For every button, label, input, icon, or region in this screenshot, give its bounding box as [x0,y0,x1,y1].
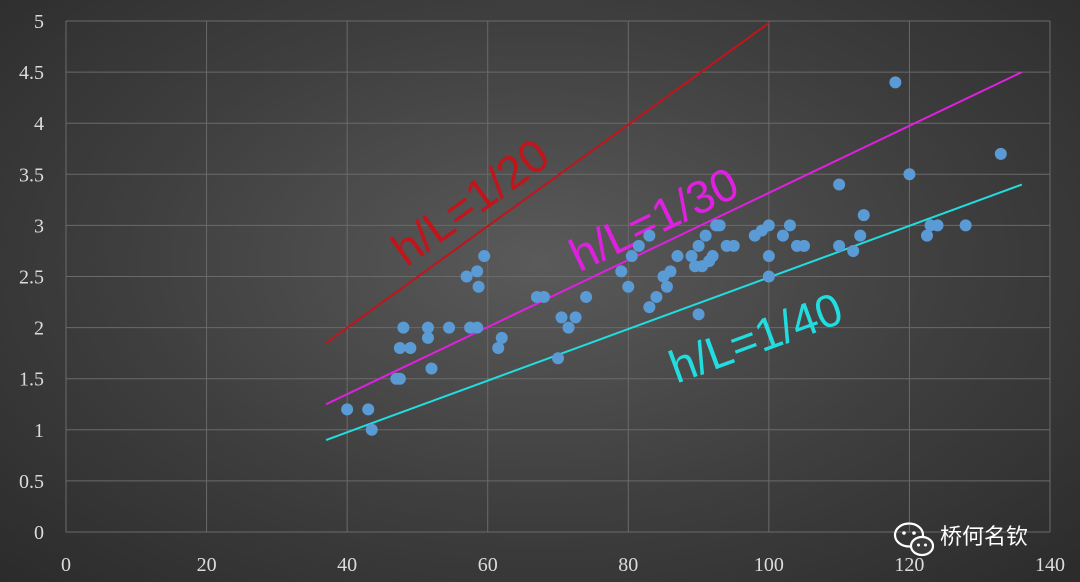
data-point [931,219,944,232]
grid [65,20,1051,533]
data-point [713,219,726,232]
data-point [443,321,456,334]
data-point [421,331,434,344]
data-point [492,342,505,355]
data-point [762,270,775,283]
x-tick-label: 120 [894,554,924,576]
data-point [362,403,375,416]
data-point [903,168,916,181]
y-tick-label: 0.5 [19,471,44,493]
y-tick-label: 2.5 [19,267,44,289]
data-point [643,301,656,314]
reference-line [325,183,1023,441]
y-tick-label: 5 [34,11,44,33]
data-point [643,229,656,242]
data-point [671,250,684,263]
data-point [994,147,1007,160]
y-tick-label: 1.5 [19,369,44,391]
data-point [495,331,508,344]
data-point [425,362,438,375]
data-point [847,244,860,257]
data-point [798,239,810,252]
data-point [776,229,789,242]
data-point [622,280,635,293]
data-point [959,219,972,232]
data-point [615,265,628,278]
data-point [706,250,719,263]
reference-line [325,22,770,344]
data-point [625,250,638,263]
reference-line-label: h/L=1/20 [382,128,559,276]
x-tick-label: 100 [754,554,784,576]
data-point [404,342,417,355]
data-points [341,76,1007,436]
data-point [460,270,473,283]
data-point [393,372,406,385]
data-point [692,308,705,321]
y-tick-label: 1 [34,420,44,442]
data-point [833,239,846,252]
data-point [471,265,484,278]
data-point [699,229,712,242]
x-tick-label: 20 [197,554,217,576]
data-point [397,321,410,334]
data-point [562,321,575,334]
y-tick-label: 4.5 [19,62,44,84]
x-tick-label: 0 [61,554,71,576]
watermark: 桥何名钦 [893,522,1028,557]
data-point [421,321,434,334]
data-point [692,239,705,252]
data-point [365,423,378,436]
data-point [552,352,564,365]
data-point [727,239,740,252]
data-point [478,250,491,263]
y-tick-label: 4 [34,113,44,135]
data-point [685,250,698,263]
data-point [857,209,870,222]
data-point [471,321,484,334]
data-point [762,219,775,232]
data-point [889,76,902,89]
data-point [537,290,550,303]
y-tick-label: 2 [34,318,44,340]
data-point [921,229,933,242]
data-point [650,290,663,303]
axis-ticks: 0 20 40 60 80 100 120 140 0 0.5 1 1.5 2 2.5 3 3.5 4 4.5 5 [19,11,1065,576]
watermark-text: 桥何名钦 [940,525,1028,550]
data-point [660,280,673,293]
data-point [783,219,796,232]
data-point [632,239,645,252]
reference-lines: h/L=1/20 h/L=1/30h/L=1/40 [325,22,1023,441]
data-point [833,178,846,191]
data-point [580,290,593,303]
data-point [664,265,677,278]
wechat-icon [893,522,935,557]
data-point [555,311,568,324]
data-point [569,311,582,324]
data-point [762,250,775,263]
data-point [341,403,354,416]
x-tick-label: 80 [618,554,638,576]
x-tick-label: 40 [337,554,357,576]
y-tick-label: 0 [34,522,44,544]
x-tick-label: 60 [478,554,498,576]
data-point [854,229,867,242]
reference-line [325,71,1023,406]
y-tick-label: 3.5 [19,164,44,186]
x-tick-label: 140 [1035,554,1065,576]
reference-line-label: h/L=1/30 [561,157,746,282]
data-point [472,280,485,293]
data-point [393,342,406,355]
reference-line-label: h/L=1/40 [662,282,849,393]
y-tick-label: 3 [34,215,44,237]
